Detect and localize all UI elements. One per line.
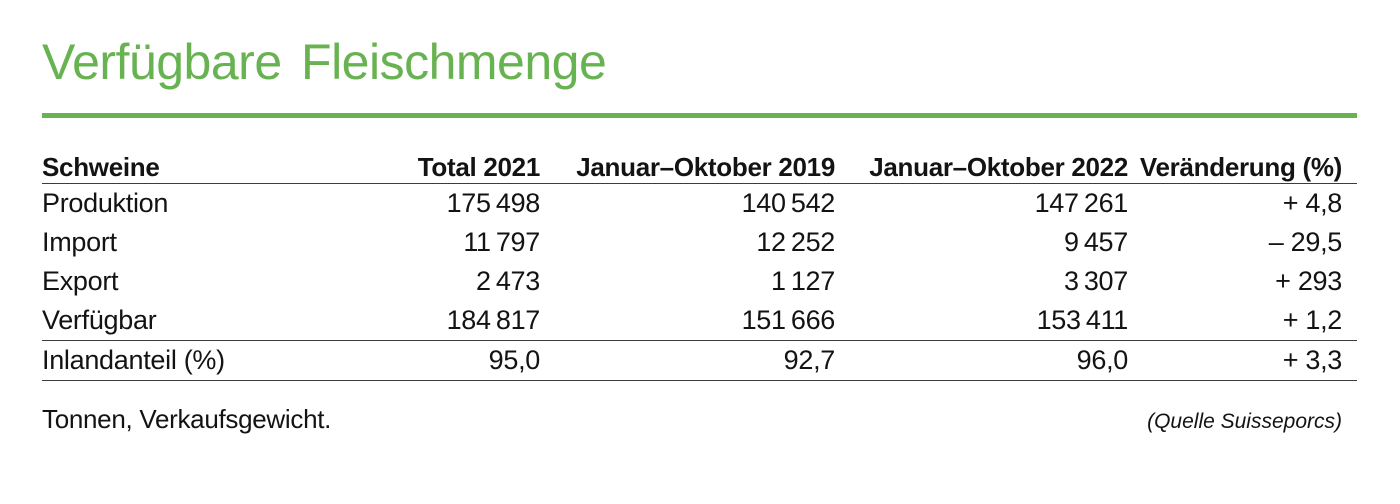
- unit-footnote: Tonnen, Verkaufsgewicht.: [42, 404, 332, 434]
- table-footer: Tonnen, Verkaufsgewicht. (Quelle Suissep…: [42, 404, 1357, 435]
- value-change: – 29,5: [1268, 227, 1343, 257]
- value-change: + 4,8: [1282, 188, 1343, 218]
- column-header-veraenderung: Veränderung (%): [1139, 152, 1342, 182]
- value-total-2021: 95,0: [488, 345, 541, 375]
- column-header-total-2021: Total 2021: [417, 152, 541, 182]
- value-jan-okt-2022: 96,0: [1076, 345, 1129, 375]
- column-header-jan-okt-2019: Januar–Oktober 2019: [576, 152, 835, 182]
- row-label: Produktion: [42, 188, 169, 218]
- source-note: (Quelle Suisseporcs): [1147, 410, 1342, 433]
- value-jan-okt-2022: 147 261: [1034, 188, 1129, 218]
- value-jan-okt-2022: 9 457: [1064, 227, 1128, 257]
- value-change: + 293: [1275, 266, 1342, 296]
- value-jan-okt-2022: 3 307: [1064, 266, 1128, 296]
- table-row-export: Export 2 473 1 127 3 307 + 293: [42, 262, 1357, 301]
- value-jan-okt-2019: 12 252: [756, 227, 835, 257]
- table-row-import: Import 11 797 12 252 9 457 – 29,5: [42, 223, 1357, 262]
- row-label: Import: [42, 227, 117, 257]
- meat-quantity-table: Schweine Total 2021 Januar–Oktober 2019 …: [42, 152, 1357, 381]
- row-label: Verfügbar: [42, 305, 157, 335]
- value-total-2021: 11 797: [463, 227, 540, 257]
- column-header-jan-okt-2022: Januar–Oktober 2022: [869, 152, 1128, 182]
- table-header-row: Schweine Total 2021 Januar–Oktober 2019 …: [42, 152, 1357, 184]
- table-row-produktion: Produktion 175 498 140 542 147 261 + 4,8: [42, 184, 1357, 223]
- value-jan-okt-2022: 153 411: [1036, 305, 1129, 335]
- table-row-verfuegbar: Verfügbar 184 817 151 666 153 411 + 1,2: [42, 301, 1357, 341]
- value-change: + 3,3: [1282, 345, 1343, 375]
- table-row-inlandanteil: Inlandanteil (%) 95,0 92,7 96,0 + 3,3: [42, 341, 1357, 381]
- value-total-2021: 184 817: [446, 305, 541, 335]
- row-label: Inlandanteil (%): [42, 345, 225, 375]
- value-total-2021: 175 498: [446, 188, 541, 218]
- column-header-schweine: Schweine: [42, 152, 160, 182]
- value-jan-okt-2019: 151 666: [741, 305, 836, 335]
- title-divider-rule: [42, 113, 1357, 118]
- value-jan-okt-2019: 92,7: [783, 345, 836, 375]
- row-label: Export: [42, 266, 119, 296]
- value-jan-okt-2019: 140 542: [741, 188, 836, 218]
- value-change: + 1,2: [1282, 305, 1343, 335]
- value-jan-okt-2019: 1 127: [771, 266, 835, 296]
- value-total-2021: 2 473: [476, 266, 540, 296]
- page-title: Verfügbare Fleischmenge: [42, 34, 607, 90]
